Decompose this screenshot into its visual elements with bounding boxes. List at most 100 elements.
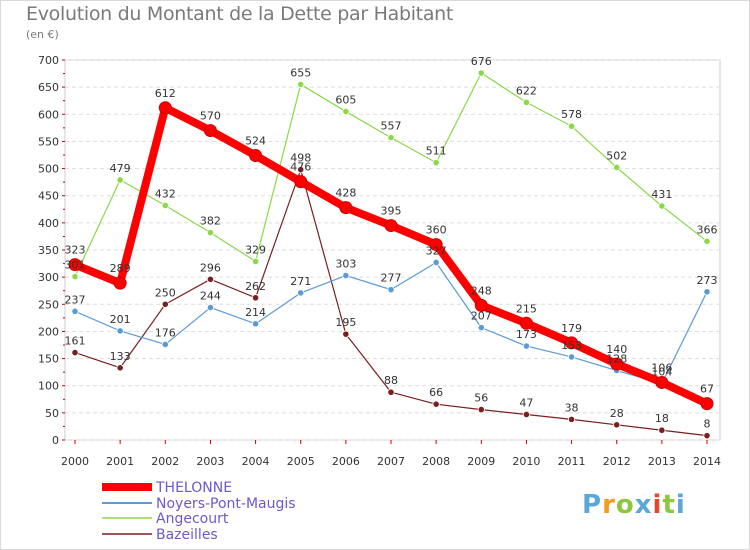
data-label: 296 <box>200 261 221 274</box>
data-label: 66 <box>429 386 443 399</box>
y-tick-label: 250 <box>38 298 59 311</box>
x-tick-label: 2001 <box>106 455 134 468</box>
data-point <box>206 303 215 312</box>
data-point <box>703 237 711 245</box>
data-label: 176 <box>155 326 176 339</box>
data-point <box>610 357 624 371</box>
data-label: 605 <box>335 94 356 107</box>
data-label: 56 <box>474 392 488 405</box>
data-label: 395 <box>381 205 402 218</box>
data-point <box>567 415 576 423</box>
data-point <box>387 134 395 142</box>
data-point <box>116 327 124 335</box>
x-tick-label: 2008 <box>422 455 450 468</box>
data-point <box>613 163 621 172</box>
logo-letter: t <box>662 490 676 520</box>
data-point <box>249 149 263 163</box>
data-point <box>251 294 260 302</box>
x-tick-label: 2009 <box>467 455 495 468</box>
data-point <box>522 98 531 106</box>
logo-letter: x <box>634 490 653 520</box>
data-label: 676 <box>471 55 492 68</box>
data-point <box>522 342 531 350</box>
data-label: 329 <box>245 243 266 256</box>
unit-label: (en €) <box>26 28 59 41</box>
data-label: 18 <box>655 412 669 425</box>
y-tick-label: 400 <box>38 217 59 230</box>
y-tick-label: 350 <box>38 244 59 257</box>
data-point <box>613 421 621 429</box>
x-tick-label: 2007 <box>377 455 405 468</box>
data-label: 28 <box>610 407 624 420</box>
data-point <box>339 201 353 215</box>
data-label: 271 <box>290 275 311 288</box>
data-label: 38 <box>565 401 579 414</box>
x-tick-label: 2006 <box>332 455 360 468</box>
proxiti-logo: Proxiti <box>582 490 686 520</box>
data-point <box>342 271 350 280</box>
data-label: 262 <box>245 280 266 293</box>
y-tick-label: 0 <box>52 434 59 447</box>
data-label: 570 <box>200 110 221 123</box>
data-label: 557 <box>381 120 402 133</box>
data-point <box>477 405 485 414</box>
data-point <box>567 122 576 130</box>
y-tick-label: 150 <box>38 353 59 366</box>
data-point <box>432 258 440 267</box>
x-tick-label: 2014 <box>693 455 721 468</box>
y-tick-label: 200 <box>38 325 59 338</box>
legend-label: Noyers-Pont-Maugis <box>156 496 296 512</box>
data-label: 301 <box>65 259 86 272</box>
data-point <box>206 275 215 283</box>
y-tick-label: 700 <box>38 54 59 67</box>
x-tick-label: 2010 <box>512 455 540 468</box>
data-label: 273 <box>697 274 718 287</box>
data-point <box>158 101 172 115</box>
data-point <box>71 307 79 315</box>
data-label: 289 <box>110 262 131 275</box>
legend-label: Bazeilles <box>156 527 218 543</box>
data-point <box>384 219 398 233</box>
data-point <box>294 175 308 189</box>
data-point <box>387 388 395 396</box>
data-point <box>161 340 169 349</box>
data-point <box>658 202 666 210</box>
logo-letter: i <box>652 490 663 520</box>
data-label: 67 <box>700 383 714 396</box>
y-tick-label: 550 <box>38 135 59 148</box>
logo-letter: o <box>615 490 635 520</box>
data-label: 431 <box>651 188 672 201</box>
x-tick-label: 2000 <box>61 455 89 468</box>
data-point <box>567 353 576 361</box>
data-label: 655 <box>290 66 311 79</box>
data-label: 277 <box>381 272 402 285</box>
data-label: 244 <box>200 290 221 303</box>
data-label: 432 <box>155 187 176 200</box>
data-point <box>342 107 350 116</box>
data-point <box>522 410 531 419</box>
data-point <box>429 238 443 252</box>
axes: 0 50 100 150 200 250 300 350 400 450 500 550 600 650 7… <box>38 54 721 468</box>
data-point <box>432 159 440 167</box>
data-label: 179 <box>561 322 582 335</box>
x-tick-label: 2012 <box>603 455 631 468</box>
legend-label: Angecourt <box>156 511 229 527</box>
y-tick-label: 450 <box>38 190 59 203</box>
data-label: 479 <box>110 162 131 175</box>
data-label: 612 <box>155 87 176 100</box>
data-point <box>565 336 579 350</box>
data-point <box>703 288 711 296</box>
data-point <box>203 124 217 138</box>
x-tick-label: 2003 <box>196 455 224 468</box>
logo-letter: P <box>582 490 603 520</box>
data-point <box>113 276 127 290</box>
data-point <box>432 400 440 408</box>
data-point <box>71 272 79 281</box>
x-tick-label: 2011 <box>558 455 586 468</box>
data-point <box>519 316 533 330</box>
data-point <box>251 257 260 265</box>
data-point <box>477 69 485 77</box>
data-label: 360 <box>426 224 447 237</box>
data-label: 327 <box>426 244 447 257</box>
data-label: 133 <box>110 350 131 363</box>
